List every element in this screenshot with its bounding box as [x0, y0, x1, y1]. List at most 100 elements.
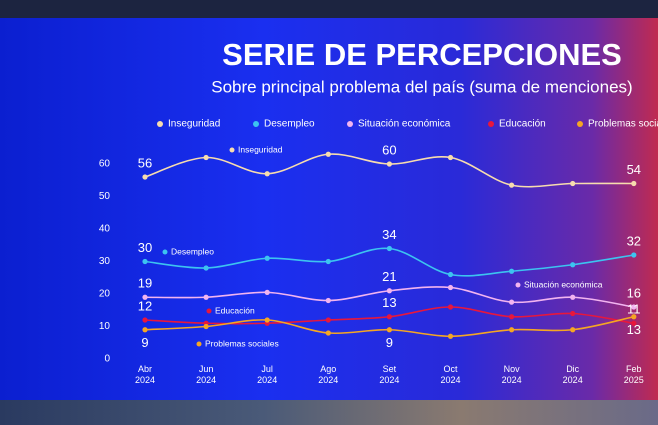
y-tick-label: 60: [99, 159, 111, 170]
data-point: [325, 258, 331, 265]
data-point: [386, 314, 392, 320]
chart-subtitle: Sobre principal problema del país (suma …: [211, 77, 632, 96]
y-tick-label: 50: [99, 191, 111, 202]
data-point: [447, 304, 454, 310]
data-point: [264, 289, 270, 295]
data-point: [570, 310, 576, 317]
data-point: [203, 323, 209, 330]
series-label: Desempleo: [171, 246, 214, 256]
series-label: Educación: [215, 305, 255, 315]
data-point: [631, 180, 637, 187]
data-point: [264, 255, 270, 261]
y-tick-label: 10: [99, 321, 111, 332]
series-label-marker: [196, 341, 202, 347]
y-tick-label: 40: [99, 224, 111, 235]
series-line: [144, 153, 634, 188]
data-point: [386, 327, 392, 333]
x-tick-label: Abr 2024: [134, 364, 156, 385]
y-tick-label: 30: [99, 256, 111, 267]
data-point: [570, 180, 576, 187]
data-label: 9: [386, 335, 393, 350]
x-tick-label: Feb 2025: [623, 364, 644, 385]
data-point: [509, 314, 515, 320]
data-label: 11: [627, 302, 641, 317]
legend-marker: [488, 121, 494, 127]
x-tick-label: Ago 2024: [318, 364, 339, 385]
x-tick-label: Set 2024: [379, 364, 400, 385]
data-point: [203, 294, 209, 300]
data-point: [203, 265, 209, 271]
data-point: [142, 294, 148, 300]
data-point: [386, 161, 392, 167]
chart-title: SERIE DE PERCEPCIONES: [222, 37, 622, 72]
data-label: 13: [382, 295, 396, 310]
data-point: [264, 317, 270, 323]
data-point: [447, 333, 454, 339]
data-point: [264, 171, 270, 177]
legend-label: Inseguridad: [168, 119, 220, 130]
series-label-marker: [162, 249, 168, 255]
legend-marker: [347, 121, 353, 127]
x-tick-label: Jul 2024: [257, 364, 278, 385]
data-point: [325, 297, 331, 304]
series-label: Situación económica: [524, 279, 603, 289]
data-point: [631, 320, 637, 326]
x-tick-label: Dic 2024: [562, 364, 583, 385]
legend-marker: [577, 121, 583, 127]
data-label: 32: [627, 233, 641, 248]
data-point: [142, 327, 148, 333]
y-tick-label: 20: [99, 289, 111, 300]
data-point: [509, 327, 515, 333]
background-strip: [0, 400, 658, 425]
data-label: 13: [627, 322, 641, 337]
legend-marker: [253, 121, 259, 127]
legend-label: Situación económica: [358, 119, 451, 130]
legend-marker: [157, 121, 163, 127]
data-point: [570, 294, 576, 300]
data-label: 60: [382, 142, 396, 157]
series-label: Inseguridad: [238, 144, 283, 154]
legend-label: Educación: [499, 119, 546, 130]
data-point: [203, 154, 209, 161]
data-label: 34: [382, 227, 396, 242]
data-point: [509, 182, 515, 188]
data-point: [631, 252, 637, 258]
x-tick-label: Nov 2024: [501, 364, 522, 385]
data-label: 19: [138, 276, 152, 291]
data-point: [325, 151, 331, 157]
data-point: [631, 304, 637, 310]
data-point: [447, 271, 454, 278]
series-label-marker: [206, 308, 212, 314]
series-line: [144, 315, 634, 338]
data-label: 21: [382, 269, 396, 284]
data-point: [631, 314, 637, 320]
series-label-marker: [229, 147, 235, 153]
series-label: Problemas sociales: [205, 338, 279, 348]
series-label-marker: [515, 282, 521, 288]
data-point: [142, 174, 148, 180]
data-label: 16: [627, 285, 641, 300]
y-tick-label: 0: [104, 354, 110, 365]
data-point: [570, 262, 576, 268]
data-point: [570, 327, 576, 333]
data-label: 56: [138, 155, 152, 170]
data-label: 54: [627, 162, 641, 177]
data-label: 12: [138, 298, 152, 313]
data-label: 30: [138, 240, 152, 255]
data-point: [142, 317, 148, 323]
x-tick-label: Jun 2024: [196, 364, 217, 385]
data-point: [325, 330, 331, 336]
data-point: [386, 245, 392, 252]
data-point: [447, 154, 454, 161]
data-point: [447, 284, 454, 291]
data-point: [509, 268, 515, 274]
data-label: 9: [141, 335, 148, 350]
legend-label: Problemas sociales: [588, 119, 658, 130]
data-point: [325, 317, 331, 323]
data-point: [509, 299, 515, 305]
legend-label: Desempleo: [264, 119, 315, 130]
x-tick-label: Oct 2024: [440, 364, 461, 385]
data-point: [142, 258, 148, 265]
